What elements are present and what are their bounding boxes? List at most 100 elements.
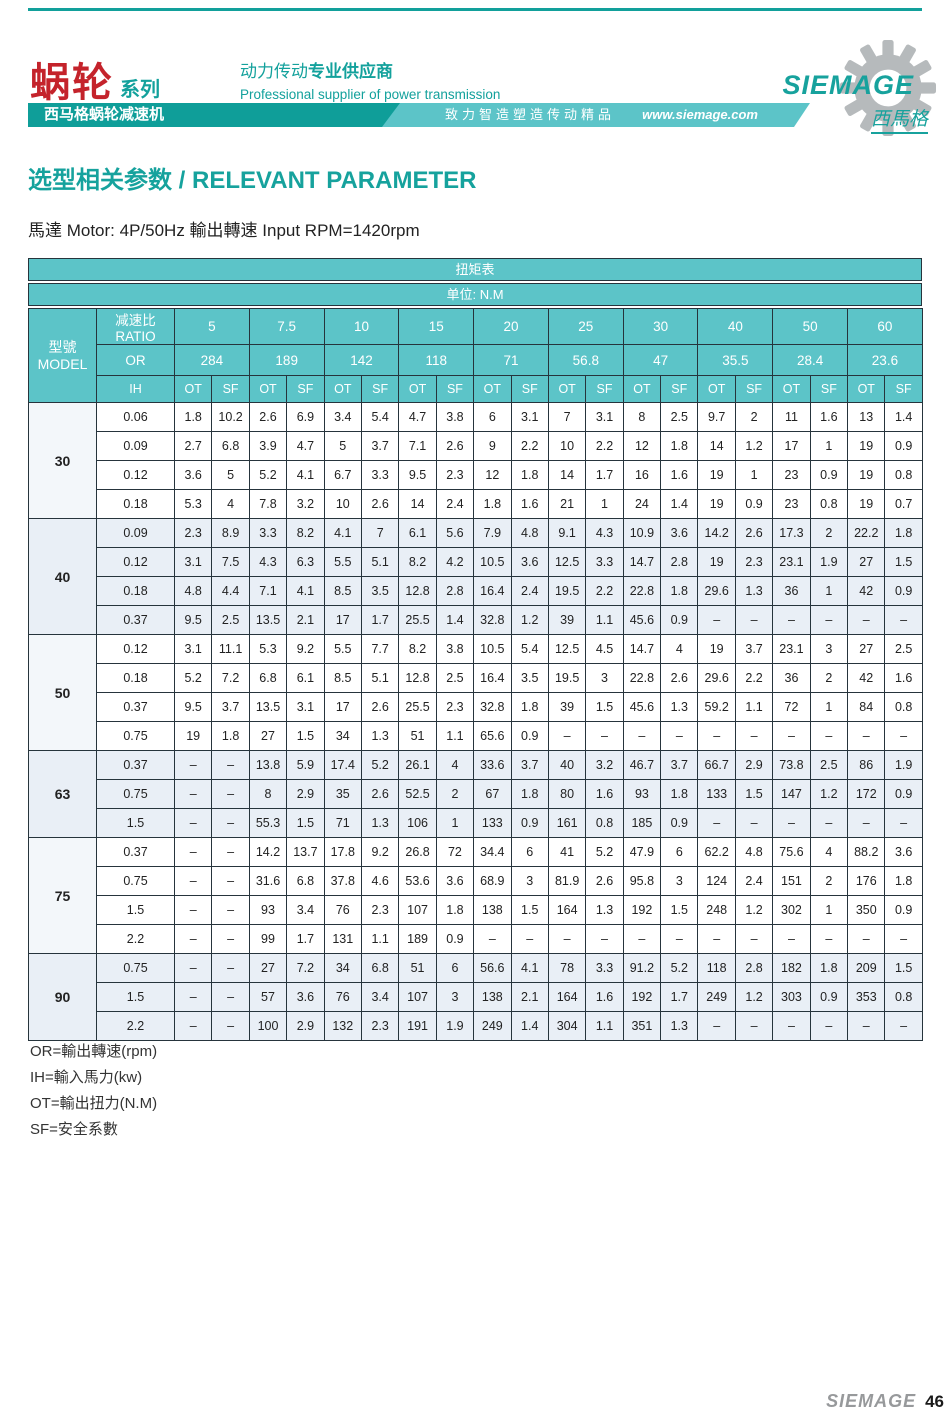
value-cell: – [884, 808, 923, 838]
value-cell: 24 [622, 489, 662, 519]
page-number: 46 [925, 1392, 944, 1411]
ratio-value: 20 [473, 308, 549, 345]
value-cell: 2.7 [173, 431, 213, 461]
value-cell: – [847, 808, 886, 838]
value-cell: 4 [660, 634, 699, 664]
ih-cell: 0.12 [96, 634, 175, 664]
value-cell: 36 [772, 576, 811, 606]
value-cell: 14.7 [622, 634, 662, 664]
model-cell: 40 [28, 518, 97, 635]
ratio-value: 50 [772, 308, 849, 345]
value-cell: – [211, 953, 250, 983]
value-cell: 84 [847, 692, 886, 722]
value-cell: 1.8 [473, 489, 512, 519]
value-cell: 350 [847, 895, 886, 925]
value-cell: 6.1 [398, 518, 437, 548]
value-cell: 1.3 [660, 692, 699, 722]
table-row: 0.75– –31.6 6.8 37.8 4.6 53.6 3.6 68.9 3 81.9 2.6 9… [29, 866, 923, 896]
value-cell: 1.4 [884, 402, 923, 432]
value-cell: 6 [435, 953, 475, 983]
value-cell: 23.1 [772, 634, 811, 664]
value-cell: 2.2 [585, 576, 624, 606]
value-cell: 12.8 [398, 576, 437, 606]
value-cell: 4 [211, 489, 250, 519]
value-cell: 1.4 [435, 605, 475, 635]
abbreviation-legend: OR=輸出轉速(rpm) IH=輸入馬力(kw) OT=輸出扭力(N.M) SF… [30, 1043, 157, 1147]
value-cell: 1.5 [660, 895, 699, 925]
or-value: 35.5 [697, 344, 774, 376]
value-cell: 353 [847, 982, 886, 1012]
value-cell: 52.5 [398, 779, 437, 809]
value-cell: 1.6 [884, 663, 923, 693]
value-cell: 1.5 [734, 779, 774, 809]
ot-label: OT [697, 375, 736, 403]
ot-label: OT [398, 375, 437, 403]
ratio-value: 30 [622, 308, 699, 345]
value-cell: 19 [697, 489, 736, 519]
value-cell: 32.8 [473, 605, 512, 635]
value-cell: 81.9 [547, 866, 587, 896]
series-title-suffix: 系列 [120, 79, 160, 101]
value-cell: 6.8 [248, 663, 288, 693]
value-cell: – [847, 924, 886, 954]
value-cell: 4 [435, 750, 475, 780]
brand-name-zh: 西馬格 [870, 104, 928, 134]
value-cell: 34.4 [473, 837, 512, 867]
value-cell: 4.3 [248, 547, 288, 577]
value-cell: 1.9 [884, 750, 923, 780]
value-cell: 19 [847, 460, 886, 490]
value-cell: – [510, 924, 549, 954]
value-cell: 1 [809, 431, 849, 461]
value-cell: 1.5 [510, 895, 549, 925]
value-cell: 2.5 [809, 750, 849, 780]
table-row: 1.5– –55.3 1.5 71 1.3 106 1 133 0.9 161 0.8 185 0.9–… [29, 808, 923, 838]
ih-cell: 0.09 [96, 518, 175, 548]
value-cell: 3.5 [510, 663, 549, 693]
ot-label: OT [847, 375, 886, 403]
value-cell: 34 [323, 953, 362, 983]
value-cell: 8.2 [286, 518, 325, 548]
value-cell: – [734, 721, 774, 751]
ot-label: OT [248, 375, 288, 403]
value-cell: 2.2 [585, 431, 624, 461]
sf-label: SF [360, 375, 400, 403]
value-cell: 75.6 [772, 837, 811, 867]
value-cell: 2.2 [510, 431, 549, 461]
value-cell: – [173, 837, 213, 867]
value-cell: 5.2 [173, 663, 213, 693]
value-cell: – [173, 866, 213, 896]
parameter-table-wrap: 扭矩表 单位: N.M 型號 MODEL 减速比RATIO 5 7.5 10 15 20 25 3… [28, 258, 923, 1041]
value-cell: 26.1 [398, 750, 437, 780]
value-cell: 12 [622, 431, 662, 461]
value-cell: 19 [697, 634, 736, 664]
value-cell: 5.3 [248, 634, 288, 664]
value-cell: 1.9 [435, 1011, 475, 1041]
model-cell: 50 [28, 634, 97, 751]
value-cell: 2.3 [360, 1011, 400, 1041]
ot-label: OT [772, 375, 811, 403]
value-cell: 55.3 [248, 808, 288, 838]
value-cell: 1.6 [809, 402, 849, 432]
value-cell: 5 [211, 460, 250, 490]
value-cell: 71 [323, 808, 362, 838]
value-cell: 2.4 [734, 866, 774, 896]
value-cell: 1.7 [360, 605, 400, 635]
value-cell: 2.4 [510, 576, 549, 606]
value-cell: 29.6 [697, 576, 736, 606]
header-band: 西马格蜗轮减速机 致力智造塑造传动精品 www.siemage.com [28, 103, 810, 127]
table-row: 63 0.37– –13.8 5.9 17.4 5.2 26.1 4 33.6 3.7 40 3.2 4… [28, 750, 923, 838]
value-cell: 1.9 [809, 547, 849, 577]
value-cell: 3 [510, 866, 549, 896]
value-cell: 4.8 [734, 837, 774, 867]
value-cell: 7.2 [286, 953, 325, 983]
value-cell: 11.1 [211, 634, 250, 664]
value-cell: 23 [772, 460, 811, 490]
value-cell: 17.4 [323, 750, 362, 780]
value-cell: 26.8 [398, 837, 437, 867]
value-cell: – [697, 605, 736, 635]
value-cell: 3.4 [323, 402, 362, 432]
table-row: 0.37 9.5 3.7 13.5 3.1 17 2.6 25.5 2.3 32.8 1.8 39 1.… [29, 692, 923, 722]
value-cell: 1.8 [660, 576, 699, 606]
value-cell: 100 [248, 1011, 288, 1041]
ratio-value: 25 [547, 308, 624, 345]
